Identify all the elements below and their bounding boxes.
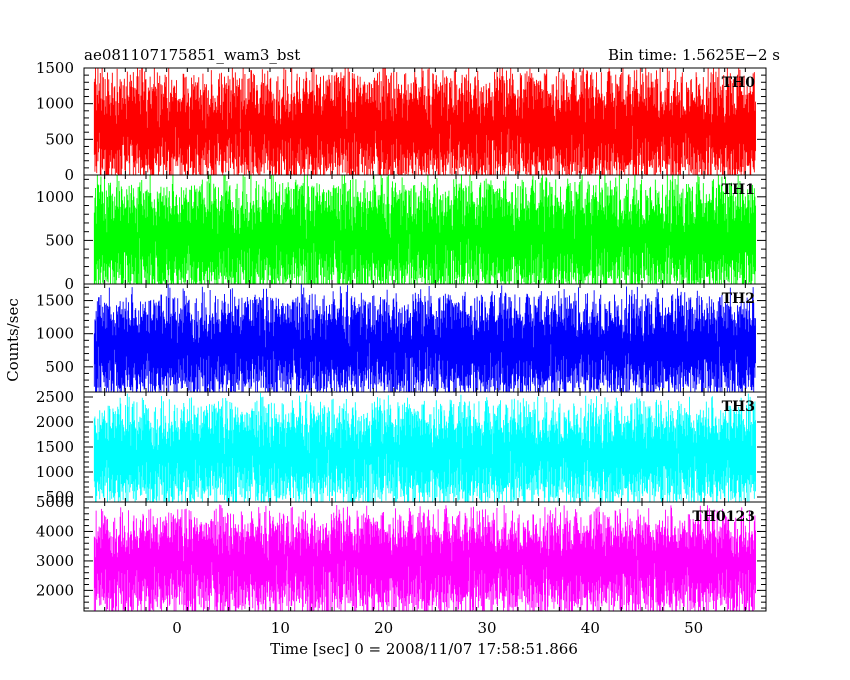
x-tick-label: 50 [684, 619, 703, 637]
panel-th2-series [93, 284, 756, 392]
y-tick-label: 500 [45, 488, 74, 506]
y-tick-label: 1000 [36, 95, 74, 113]
x-tick-label: 10 [271, 619, 290, 637]
panels-layer [93, 68, 756, 611]
y-tick-label: 1000 [36, 463, 74, 481]
series-line-th0123 [93, 504, 756, 611]
y-tick-label: 1500 [36, 438, 74, 456]
panel-th0123-series [93, 504, 756, 611]
x-tick-label: 0 [172, 619, 182, 637]
frame-layer: TH0050010001500TH105001000TH250010001500… [36, 59, 767, 637]
series-line-th0 [93, 68, 756, 175]
panel-th3-series [93, 392, 756, 502]
y-tick-label: 500 [45, 231, 74, 249]
x-tick-label: 30 [477, 619, 496, 637]
series-line-th3 [93, 392, 756, 502]
y-tick-label: 1000 [36, 188, 74, 206]
panel-label-th0: TH0 [722, 75, 756, 91]
y-tick-label: 2000 [36, 413, 74, 431]
y-tick-label: 1000 [36, 325, 74, 343]
series-line-th1 [93, 175, 756, 284]
panel-label-th0123: TH0123 [692, 509, 755, 525]
y-tick-label: 0 [64, 275, 74, 293]
x-tick-label: 40 [581, 619, 600, 637]
chart-title-right: Bin time: 1.5625E−2 s [608, 46, 780, 64]
chart-title-left: ae081107175851_wam3_bst [84, 46, 300, 64]
y-tick-label: 2500 [36, 388, 74, 406]
y-axis-label: Counts/sec [4, 298, 22, 382]
y-tick-label: 1500 [36, 59, 74, 77]
y-tick-label: 5000 [36, 493, 74, 511]
panel-label-th1: TH1 [722, 182, 755, 198]
y-tick-label: 0 [64, 166, 74, 184]
y-tick-label: 2000 [36, 581, 74, 599]
series-line-th2 [93, 284, 756, 392]
panel-th0-series [93, 68, 756, 175]
y-tick-label: 1500 [36, 292, 74, 310]
y-tick-label: 4000 [36, 522, 74, 540]
y-tick-label: 500 [45, 130, 74, 148]
y-tick-label: 3000 [36, 552, 74, 570]
panel-frame-th0123 [83, 501, 767, 612]
panel-label-th2: TH2 [722, 291, 755, 307]
y-tick-label: 500 [45, 358, 74, 376]
panel-th1-series [93, 175, 756, 284]
x-tick-label: 20 [374, 619, 393, 637]
panel-label-th3: TH3 [722, 399, 755, 415]
x-axis-label: Time [sec] 0 = 2008/11/07 17:58:51.866 [270, 640, 578, 658]
